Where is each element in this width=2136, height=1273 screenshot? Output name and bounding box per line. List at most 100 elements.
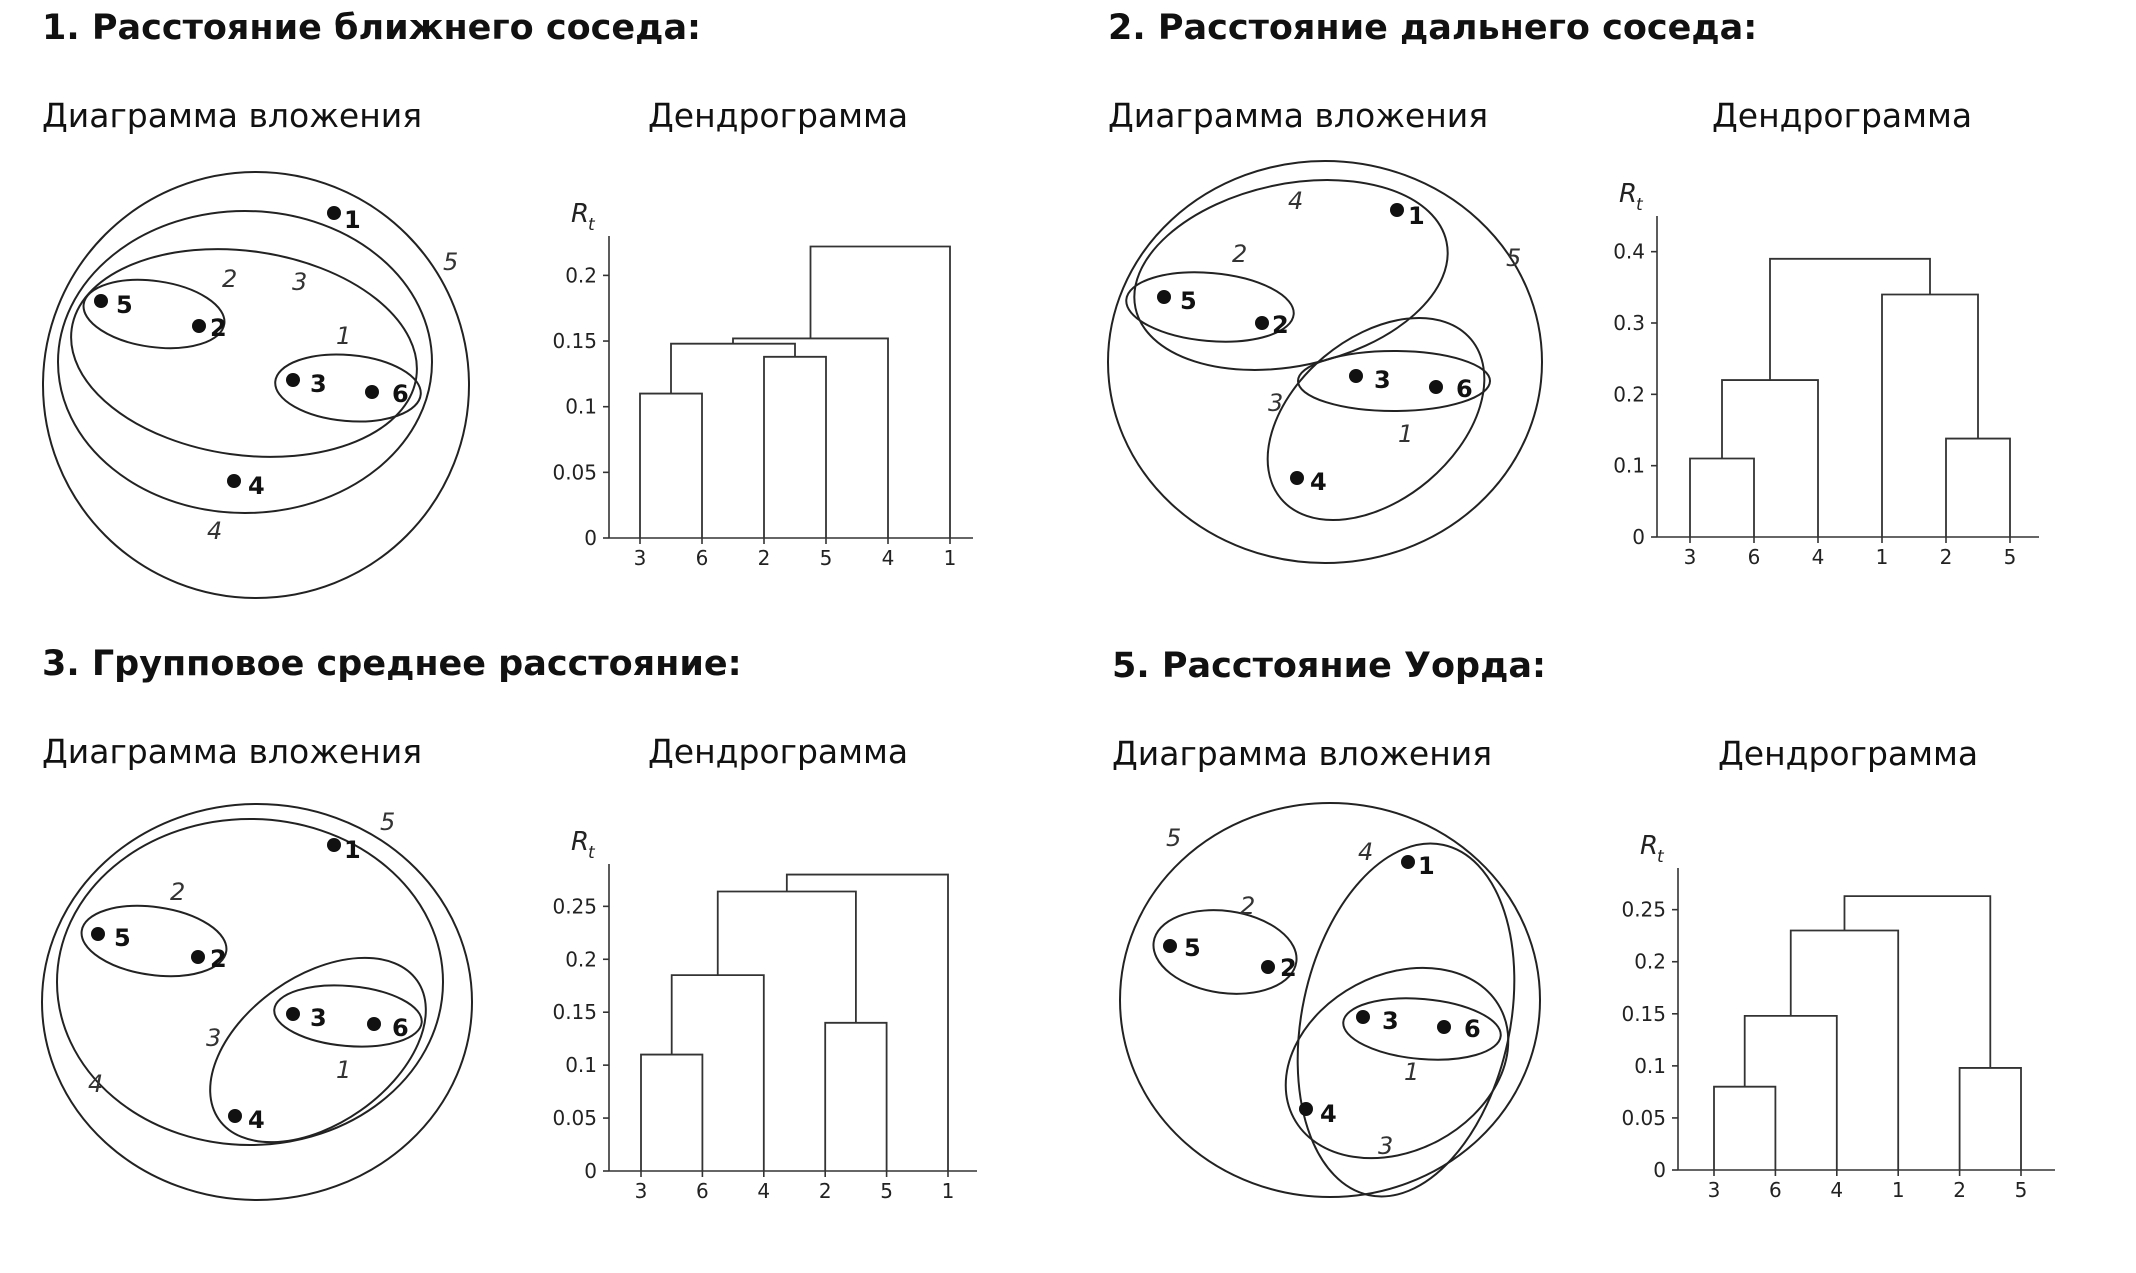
cluster-ring-2	[1152, 909, 1298, 995]
point-3	[1356, 1010, 1370, 1024]
y-tick-label: 0.1	[1613, 454, 1645, 478]
ring-label-2: 2	[1232, 240, 1247, 268]
cluster-ring-2	[82, 278, 226, 350]
point-1-label: 1	[1408, 202, 1425, 230]
point-6-label: 6	[392, 1014, 409, 1042]
y-axis-title: R	[1640, 831, 1658, 861]
ring-label-5: 5	[1166, 824, 1181, 852]
point-1-label: 1	[1418, 852, 1435, 880]
y-tick-label: 0.1	[565, 395, 597, 419]
ring-label-5: 5	[443, 248, 458, 276]
point-6-label: 6	[392, 380, 409, 408]
point-4	[228, 1109, 242, 1123]
panel-3-title: 3. Групповое среднее расстояние:	[42, 644, 742, 684]
ring-label-2: 2	[1240, 892, 1255, 920]
leaf-label: 4	[882, 546, 895, 570]
y-tick-label: 0.1	[1634, 1054, 1666, 1078]
point-6-label: 6	[1456, 375, 1473, 403]
cluster-ring-5	[1119, 802, 1541, 1198]
y-tick-label: 0	[1653, 1158, 1666, 1182]
point-2	[1255, 316, 1269, 330]
point-3	[286, 373, 300, 387]
point-5	[91, 927, 105, 941]
cluster-ring-5	[42, 171, 470, 599]
y-tick-label: 0.2	[1634, 950, 1666, 974]
panel-2-dendrogram-title: Дендрограмма	[1712, 96, 1973, 135]
point-5-label: 5	[116, 291, 133, 319]
cluster-ring-1	[274, 353, 422, 423]
leaf-label: 5	[880, 1179, 893, 1203]
y-axis-title-subscript: t	[1657, 847, 1665, 867]
ring-label-1: 1	[1398, 420, 1413, 448]
point-1	[1401, 855, 1415, 869]
leaf-label: 4	[1812, 545, 1825, 569]
leaf-label: 2	[758, 546, 771, 570]
leaf-label: 1	[944, 546, 957, 570]
ring-label-3: 3	[1378, 1132, 1393, 1160]
leaf-label: 3	[635, 1179, 648, 1203]
point-4-label: 4	[248, 472, 265, 500]
y-tick-label: 0.05	[552, 1106, 597, 1130]
panel-1-dendrogram-title: Дендрограмма	[648, 96, 909, 135]
point-2	[192, 319, 206, 333]
dendrogram-link	[1743, 1014, 1838, 1170]
dendrogram-link	[1769, 257, 1931, 381]
cluster-ring-3	[1266, 316, 1486, 522]
dendrogram-link	[1789, 929, 1900, 1170]
cluster-ring-4	[57, 210, 433, 514]
leaf-label: 4	[1830, 1178, 1843, 1202]
dendrogram-link	[809, 245, 951, 538]
panel-2-title: 2. Расстояние дальнего соседа:	[1108, 8, 1758, 48]
point-6	[1437, 1020, 1451, 1034]
y-tick-label: 0	[1632, 525, 1645, 549]
y-tick-label: 0.25	[1621, 898, 1666, 922]
dendrogram-link	[1843, 895, 1992, 1068]
y-tick-label: 0.2	[565, 947, 597, 971]
leaf-label: 6	[1769, 1178, 1782, 1202]
y-axis-title: R	[571, 199, 589, 229]
dendrogram-link	[1958, 1067, 2022, 1170]
point-6	[365, 385, 379, 399]
point-1	[327, 838, 341, 852]
ring-label-1: 1	[1404, 1058, 1419, 1086]
y-tick-label: 0.4	[1613, 240, 1645, 264]
y-tick-label: 0.1	[565, 1053, 597, 1077]
point-4	[227, 474, 241, 488]
cluster-ring-1	[273, 984, 423, 1048]
ring-label-4: 4	[1288, 187, 1303, 215]
y-axis-title-subscript: t	[1636, 195, 1644, 215]
point-3-label: 3	[1374, 366, 1391, 394]
point-4	[1299, 1102, 1313, 1116]
panel-4-inclusion-title: Диаграмма вложения	[1112, 734, 1493, 773]
ring-label-1: 1	[336, 322, 351, 350]
panel-4-dendrogram-title: Дендрограмма	[1718, 734, 1979, 773]
dendrogram-link	[1713, 1085, 1777, 1170]
leaf-label: 3	[634, 546, 647, 570]
leaf-label: 2	[819, 1179, 832, 1203]
dendrogram-link	[670, 342, 796, 394]
point-3-label: 3	[1382, 1007, 1399, 1035]
point-1-label: 1	[344, 836, 361, 864]
y-tick-label: 0.3	[1613, 311, 1645, 335]
point-4-label: 4	[1320, 1100, 1337, 1128]
y-tick-label: 0.05	[1621, 1106, 1666, 1130]
point-3	[286, 1007, 300, 1021]
point-6	[1429, 380, 1443, 394]
cluster-ring-1	[1342, 997, 1502, 1061]
leaf-label: 5	[2004, 545, 2017, 569]
y-tick-label: 0.25	[552, 894, 597, 918]
point-5	[1163, 939, 1177, 953]
leaf-label: 5	[820, 546, 833, 570]
point-2	[191, 950, 205, 964]
y-tick-label: 0.2	[1613, 382, 1645, 406]
ring-label-4: 4	[207, 517, 222, 545]
y-axis-title-subscript: t	[588, 843, 596, 863]
point-5-label: 5	[1180, 287, 1197, 315]
cluster-ring-5	[1107, 160, 1543, 564]
ring-label-2: 2	[222, 265, 237, 293]
panel-3-dendrogram-title: Дендрограмма	[648, 732, 909, 771]
